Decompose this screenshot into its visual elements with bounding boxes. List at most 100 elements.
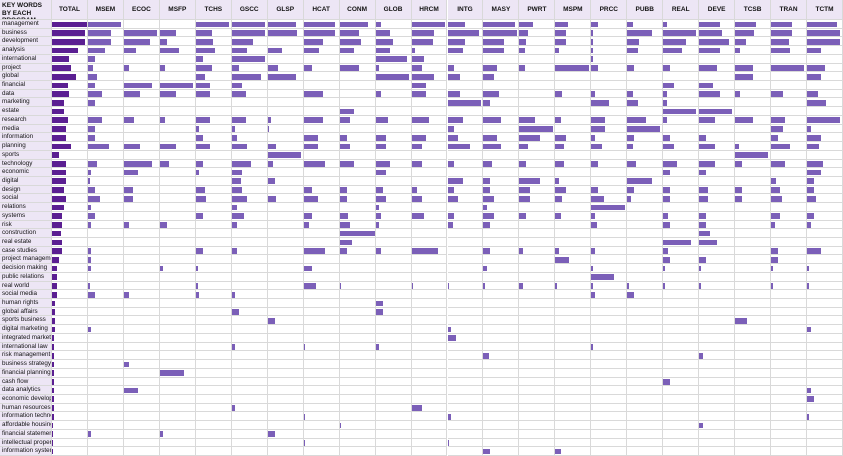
data-cell (555, 115, 592, 125)
data-cell (627, 220, 664, 230)
data-cell (52, 299, 88, 308)
data-cell (555, 63, 592, 73)
data-cell (519, 211, 556, 221)
data-cell (627, 272, 664, 282)
data-cell (159, 20, 196, 29)
data-bar (627, 161, 636, 167)
data-cell (483, 194, 520, 204)
data-bar (699, 161, 715, 167)
row-label: research (0, 115, 52, 125)
data-bar (267, 21, 296, 28)
column-header: GLSP (267, 0, 304, 20)
data-bar (447, 30, 479, 36)
data-cell (267, 142, 304, 151)
data-bar (159, 82, 194, 89)
data-bar (663, 143, 674, 150)
data-bar (519, 213, 527, 220)
data-cell (159, 150, 196, 160)
data-cell (339, 255, 376, 265)
data-cell (699, 290, 736, 300)
data-cell (519, 107, 556, 116)
data-cell (807, 438, 843, 448)
data-bar (663, 222, 671, 228)
data-cell (555, 28, 592, 38)
data-cell (52, 142, 88, 151)
data-bar (771, 117, 786, 124)
data-bar (375, 73, 409, 80)
data-cell (195, 238, 232, 247)
data-cell (267, 290, 304, 300)
data-cell (231, 81, 268, 90)
row-label: development (0, 37, 52, 47)
data-cell (735, 185, 772, 195)
data-cell (591, 72, 628, 82)
data-cell (339, 159, 376, 169)
data-cell (123, 377, 160, 387)
data-bar (339, 134, 347, 141)
data-cell (303, 238, 340, 247)
data-bar (339, 248, 347, 254)
data-cell (159, 438, 196, 448)
data-cell (375, 325, 412, 334)
data-cell (555, 447, 592, 456)
row-label: business strategy (0, 360, 52, 369)
data-cell (411, 394, 448, 404)
data-cell (519, 368, 556, 378)
data-bar (339, 117, 351, 124)
data-cell (339, 81, 376, 90)
data-cell (591, 220, 628, 230)
data-bar (483, 204, 487, 211)
data-cell (663, 54, 700, 64)
data-cell (591, 194, 628, 204)
data-cell (699, 124, 736, 134)
data-cell (735, 447, 772, 456)
data-bar (195, 38, 214, 45)
data-bar (267, 47, 282, 54)
data-bar (591, 99, 609, 106)
data-cell (267, 368, 304, 378)
data-cell (699, 342, 736, 352)
data-bar (447, 143, 471, 150)
data-bar (411, 195, 423, 202)
data-bar (52, 178, 66, 185)
data-cell (303, 211, 340, 221)
data-cell (123, 368, 160, 378)
data-cell (591, 447, 628, 456)
data-cell (519, 342, 556, 352)
data-cell (267, 159, 304, 169)
row-label: media (0, 124, 52, 134)
data-bar (483, 65, 498, 71)
data-cell (483, 377, 520, 387)
data-cell (699, 133, 736, 143)
data-bar (591, 143, 602, 150)
data-cell (375, 447, 412, 456)
data-cell (519, 115, 556, 125)
data-cell (519, 255, 556, 265)
data-bar (87, 99, 95, 106)
data-cell (519, 142, 556, 151)
data-cell (555, 377, 592, 387)
data-cell (195, 54, 232, 64)
data-cell (195, 185, 232, 195)
data-cell (519, 281, 556, 291)
data-cell (339, 54, 376, 64)
data-cell (663, 72, 700, 82)
data-bar (52, 448, 54, 455)
data-bar (735, 73, 753, 80)
data-cell (159, 429, 196, 439)
data-cell (195, 368, 232, 378)
data-cell (339, 220, 376, 230)
data-cell (447, 421, 484, 430)
data-cell (267, 63, 304, 73)
data-cell (52, 421, 88, 430)
data-cell (663, 368, 700, 378)
data-bar (627, 195, 631, 202)
data-bar (699, 352, 703, 359)
data-cell (447, 176, 484, 186)
data-bar (159, 65, 166, 71)
data-bar (627, 291, 635, 298)
data-cell (411, 438, 448, 448)
data-cell (591, 159, 628, 169)
data-cell (303, 54, 340, 64)
data-cell (303, 429, 340, 439)
